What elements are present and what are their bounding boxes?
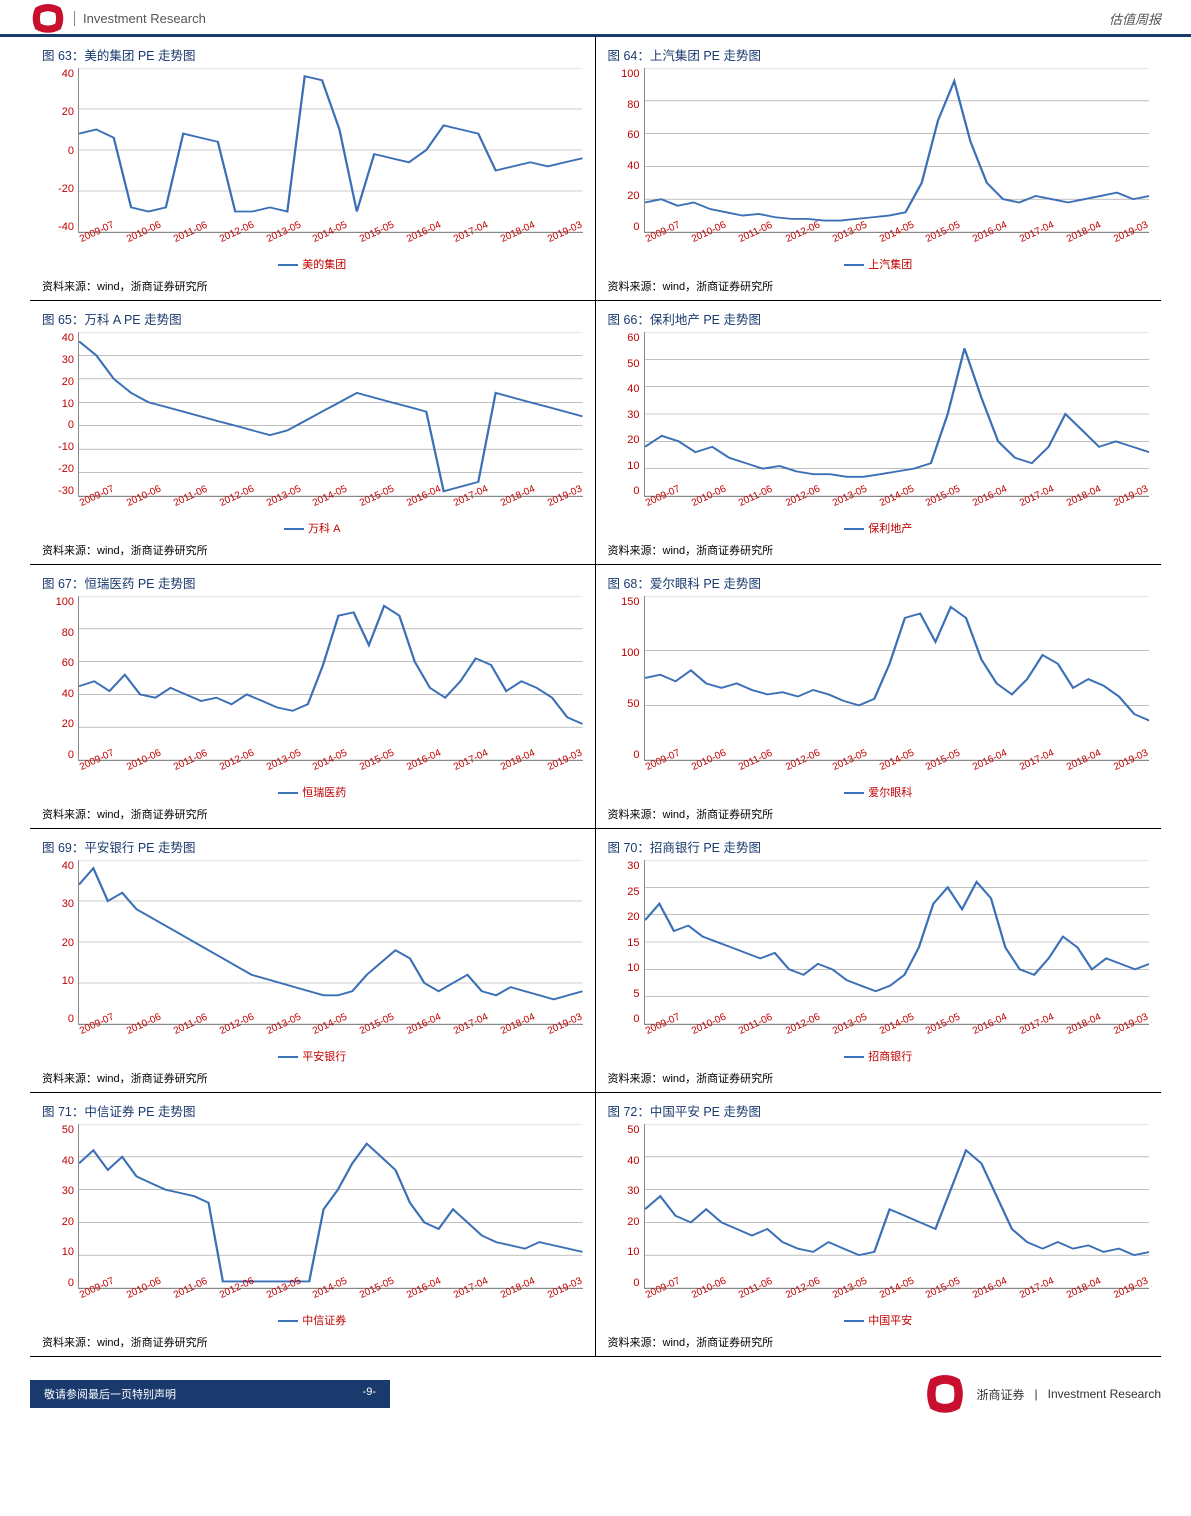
- y-axis: 302520151050: [608, 860, 644, 1025]
- plot: [644, 596, 1150, 761]
- header-brand-text: Investment Research: [74, 11, 206, 26]
- footer-company-en: Investment Research: [1048, 1387, 1161, 1401]
- chart-cell-66: 图 66：保利地产 PE 走势图 60504030201002009-072010…: [596, 301, 1162, 565]
- footer-sep: |: [1034, 1387, 1037, 1401]
- chart-plot-area: 403020100: [42, 860, 583, 1025]
- y-axis: 40200-20-40: [42, 68, 78, 233]
- y-axis: 403020100: [42, 860, 78, 1025]
- chart-legend: 中国平安: [608, 1312, 1150, 1328]
- y-axis: 6050403020100: [608, 332, 644, 497]
- x-axis: 2009-072010-062011-062012-062013-052014-…: [644, 763, 1150, 774]
- chart-source: 资料来源：wind，浙商证券研究所: [608, 542, 1150, 558]
- chart-title: 图 71：中信证券 PE 走势图: [42, 1101, 583, 1120]
- chart-cell-63: 图 63：美的集团 PE 走势图 40200-20-402009-072010-0…: [30, 37, 596, 301]
- x-axis: 2009-072010-062011-062012-062013-052014-…: [644, 499, 1150, 510]
- y-axis: 50403020100: [608, 1124, 644, 1289]
- x-axis: 2009-072010-062011-062012-062013-052014-…: [644, 1291, 1150, 1302]
- chart-legend: 爱尔眼科: [608, 784, 1150, 800]
- chart-title: 图 67：恒瑞医药 PE 走势图: [42, 573, 583, 592]
- footer-disclaimer-bar: 敬请参阅最后一页特别声明 -9-: [30, 1380, 390, 1408]
- chart-plot-area: 302520151050: [608, 860, 1150, 1025]
- y-axis: 100806040200: [42, 596, 78, 761]
- chart-legend: 中信证券: [42, 1312, 583, 1328]
- chart-title: 图 70：招商银行 PE 走势图: [608, 837, 1150, 856]
- chart-source: 资料来源：wind，浙商证券研究所: [608, 1070, 1150, 1086]
- x-axis: 2009-072010-062011-062012-062013-052014-…: [78, 763, 583, 774]
- x-axis: 2009-072010-062011-062012-062013-052014-…: [78, 499, 583, 510]
- chart-title: 图 64：上汽集团 PE 走势图: [608, 45, 1150, 64]
- header-report-type: 估值周报: [1109, 9, 1161, 28]
- chart-legend: 恒瑞医药: [42, 784, 583, 800]
- plot: [644, 1124, 1150, 1289]
- chart-cell-71: 图 71：中信证券 PE 走势图 504030201002009-072010-0…: [30, 1093, 596, 1357]
- y-axis: 150100500: [608, 596, 644, 761]
- chart-legend: 上汽集团: [608, 256, 1150, 272]
- chart-plot-area: 403020100-10-20-30: [42, 332, 583, 497]
- footer-risk-label: 敬请参阅最后一页特别声明: [44, 1386, 176, 1402]
- x-axis: 2009-072010-062011-062012-062013-052014-…: [78, 235, 583, 246]
- chart-title: 图 63：美的集团 PE 走势图: [42, 45, 583, 64]
- chart-plot-area: 150100500: [608, 596, 1150, 761]
- plot: [78, 68, 583, 233]
- chart-plot-area: 100806040200: [608, 68, 1150, 233]
- y-axis: 50403020100: [42, 1124, 78, 1289]
- chart-legend: 万科 A: [42, 520, 583, 536]
- plot: [644, 332, 1150, 497]
- chart-source: 资料来源：wind，浙商证券研究所: [42, 806, 583, 822]
- chart-title: 图 66：保利地产 PE 走势图: [608, 309, 1150, 328]
- footer-page-number: -9-: [363, 1386, 376, 1402]
- chart-legend: 平安银行: [42, 1048, 583, 1064]
- footer-company-cn: 浙商证券: [976, 1386, 1024, 1403]
- chart-cell-64: 图 64：上汽集团 PE 走势图 1008060402002009-072010-…: [596, 37, 1162, 301]
- chart-plot-area: 50403020100: [608, 1124, 1150, 1289]
- chart-plot-area: 40200-20-40: [42, 68, 583, 233]
- chart-legend: 美的集团: [42, 256, 583, 272]
- chart-cell-68: 图 68：爱尔眼科 PE 走势图 1501005002009-072010-062…: [596, 565, 1162, 829]
- chart-title: 图 65：万科 A PE 走势图: [42, 309, 583, 328]
- chart-source: 资料来源：wind，浙商证券研究所: [608, 278, 1150, 294]
- chart-title: 图 68：爱尔眼科 PE 走势图: [608, 573, 1150, 592]
- chart-cell-72: 图 72：中国平安 PE 走势图 504030201002009-072010-0…: [596, 1093, 1162, 1357]
- brand-logo-icon: [30, 4, 66, 32]
- chart-plot-area: 100806040200: [42, 596, 583, 761]
- x-axis: 2009-072010-062011-062012-062013-052014-…: [78, 1291, 583, 1302]
- chart-cell-69: 图 69：平安银行 PE 走势图 4030201002009-072010-062…: [30, 829, 596, 1093]
- chart-title: 图 72：中国平安 PE 走势图: [608, 1101, 1150, 1120]
- chart-source: 资料来源：wind，浙商证券研究所: [608, 806, 1150, 822]
- chart-title: 图 69：平安银行 PE 走势图: [42, 837, 583, 856]
- chart-legend: 招商银行: [608, 1048, 1150, 1064]
- chart-legend: 保利地产: [608, 520, 1150, 536]
- chart-plot-area: 50403020100: [42, 1124, 583, 1289]
- chart-source: 资料来源：wind，浙商证券研究所: [608, 1334, 1150, 1350]
- plot: [78, 860, 583, 1025]
- chart-source: 资料来源：wind，浙商证券研究所: [42, 1334, 583, 1350]
- plot: [78, 596, 583, 761]
- x-axis: 2009-072010-062011-062012-062013-052014-…: [78, 1027, 583, 1038]
- chart-cell-67: 图 67：恒瑞医药 PE 走势图 1008060402002009-072010-…: [30, 565, 596, 829]
- chart-cell-65: 图 65：万科 A PE 走势图 403020100-10-20-302009-0…: [30, 301, 596, 565]
- y-axis: 100806040200: [608, 68, 644, 233]
- chart-source: 资料来源：wind，浙商证券研究所: [42, 1070, 583, 1086]
- x-axis: 2009-072010-062011-062012-062013-052014-…: [644, 235, 1150, 246]
- footer-logo-icon: [924, 1375, 966, 1413]
- chart-plot-area: 6050403020100: [608, 332, 1150, 497]
- chart-source: 资料来源：wind，浙商证券研究所: [42, 542, 583, 558]
- chart-source: 资料来源：wind，浙商证券研究所: [42, 278, 583, 294]
- chart-cell-70: 图 70：招商银行 PE 走势图 3025201510502009-072010-…: [596, 829, 1162, 1093]
- plot: [644, 68, 1150, 233]
- plot: [644, 860, 1150, 1025]
- plot: [78, 332, 583, 497]
- y-axis: 403020100-10-20-30: [42, 332, 78, 497]
- x-axis: 2009-072010-062011-062012-062013-052014-…: [644, 1027, 1150, 1038]
- plot: [78, 1124, 583, 1289]
